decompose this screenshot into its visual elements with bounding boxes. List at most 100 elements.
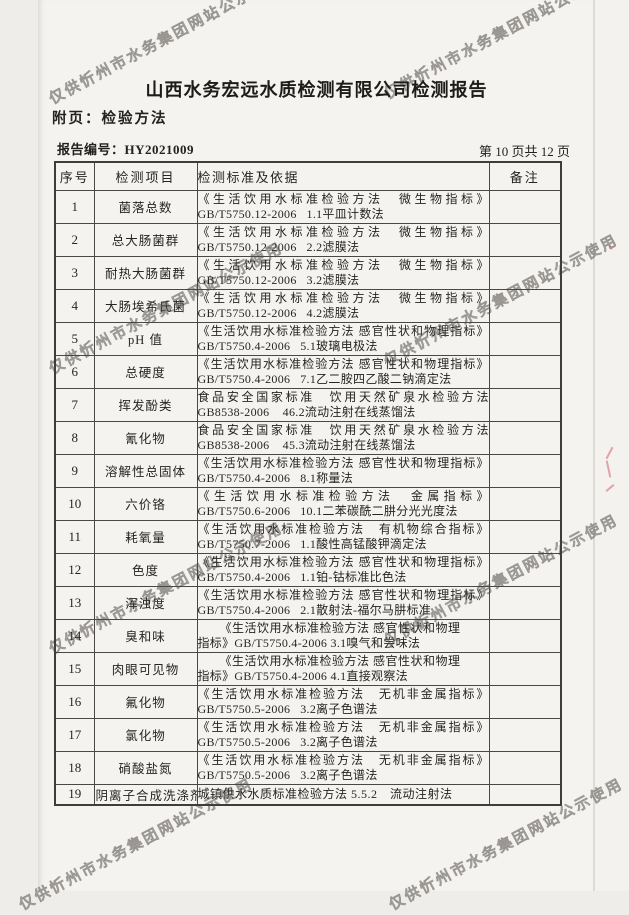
test-item-cell: 阴离子合成洗涤剂 bbox=[93, 783, 198, 806]
standard-cell: 城镇供水水质标准检验方法 5.5.2 流动注射法 bbox=[196, 783, 490, 806]
table-row: 12 色度 《生活饮用水标准检验方法 感官性状和物理指标》 GB/T5750.4-20… bbox=[54, 552, 562, 587]
table-row: 2 总大肠菌群 《生活饮用水标准检验方法 微生物指标》 GB/T5750.12-200… bbox=[54, 222, 562, 257]
row-number-cell: 7 bbox=[54, 387, 95, 422]
test-item-name: 溶解性总固体 bbox=[104, 465, 186, 479]
test-item-name: 菌落总数 bbox=[118, 201, 173, 215]
row-number-cell: 13 bbox=[54, 585, 95, 620]
test-item-cell: 肉眼可见物 bbox=[93, 651, 198, 686]
remark-cell bbox=[488, 651, 562, 686]
standard-line1: 《生活饮用水标准检验方法 感官性状和物理指标》 bbox=[197, 554, 489, 569]
test-item-cell: 耐热大肠菌群 bbox=[93, 255, 198, 290]
table-row: 7 挥发酚类 食品安全国家标准 饮用天然矿泉水检验方法 GB8538-2006 46.… bbox=[54, 387, 562, 422]
standard-line2: 指标》GB/T5750.4-2006 3.1嗅气和尝味法 bbox=[197, 635, 421, 650]
standard-line1: 《生活饮用水标准检验方法 感官性状和物理 bbox=[219, 620, 461, 635]
remark-cell bbox=[488, 288, 562, 323]
standard-line1: 《生活饮用水标准检验方法 感官性状和物理指标》 bbox=[197, 356, 489, 371]
test-item-cell: 色度 bbox=[93, 552, 198, 587]
test-item-name: 阴离子合成洗涤剂 bbox=[95, 788, 197, 803]
remark-cell bbox=[488, 222, 562, 257]
standard-line2: GB/T5750.12-2006 2.2滤膜法 bbox=[197, 239, 360, 254]
test-item-cell: 浑浊度 bbox=[93, 585, 198, 620]
test-item-name: 肉眼可见物 bbox=[111, 663, 180, 677]
test-item-cell: 硝酸盐氮 bbox=[93, 750, 198, 785]
column-header-remark: 备注 bbox=[488, 161, 562, 191]
test-item-name: 色度 bbox=[131, 564, 159, 578]
table-row: 3 耐热大肠菌群 《生活饮用水标准检验方法 微生物指标》 GB/T5750.12-20… bbox=[54, 255, 562, 290]
standard-line2: 指标》GB/T5750.4-2006 4.1直接观察法 bbox=[197, 668, 408, 683]
remark-cell bbox=[488, 255, 562, 290]
remark-cell bbox=[488, 750, 562, 785]
test-item-cell: 溶解性总固体 bbox=[93, 453, 198, 488]
standard-cell: 食品安全国家标准 饮用天然矿泉水检验方法 GB8538-2006 46.2流动注射… bbox=[196, 387, 490, 422]
test-item-cell: 氟化物 bbox=[93, 684, 198, 719]
table-row: 1 菌落总数 《生活饮用水标准检验方法 微生物指标》 GB/T5750.12-2006… bbox=[54, 189, 562, 224]
standard-line1: 《生活饮用水标准检验方法 微生物指标》 bbox=[197, 191, 489, 206]
standard-line1: 《生活饮用水标准检验方法 有机物综合指标》 bbox=[197, 521, 489, 536]
row-number-cell: 10 bbox=[54, 486, 95, 521]
table-row: 17 氯化物 《生活饮用水标准检验方法 无机非金属指标》 GB/T5750.5-200… bbox=[54, 717, 562, 752]
standard-line2: GB8538-2006 46.2流动注射在线蒸馏法 bbox=[197, 404, 416, 419]
scanner-edge-strip bbox=[595, 0, 629, 891]
standard-line2: GB/T5750.4-2006 7.1乙二胺四乙酸二钠滴定法 bbox=[197, 371, 452, 386]
standard-line2: GB/T5750.5-2006 3.2离子色谱法 bbox=[197, 767, 378, 782]
remark-cell bbox=[488, 354, 562, 389]
table-row: 19 阴离子合成洗涤剂 城镇供水水质标准检验方法 5.5.2 流动注射法 bbox=[54, 783, 562, 806]
remark-cell bbox=[488, 519, 562, 554]
remark-cell bbox=[488, 585, 562, 620]
row-number-cell: 8 bbox=[54, 420, 95, 455]
standard-line1: 《生活饮用水标准检验方法 无机非金属指标》 bbox=[197, 752, 489, 767]
standard-line2: GB/T5750.4-2006 1.1铂-钴标准比色法 bbox=[197, 569, 407, 584]
standard-cell: 《生活饮用水标准检验方法 有机物综合指标》 GB/T5750.7-2006 1.1… bbox=[196, 519, 490, 554]
row-number-cell: 11 bbox=[54, 519, 95, 554]
row-number-cell: 15 bbox=[54, 651, 95, 686]
row-number-cell: 18 bbox=[54, 750, 95, 785]
remark-cell bbox=[488, 486, 562, 521]
remark-cell bbox=[488, 684, 562, 719]
test-item-name: pH 值 bbox=[128, 333, 163, 347]
column-header-no: 序号 bbox=[54, 161, 95, 191]
test-item-cell: 菌落总数 bbox=[93, 189, 198, 224]
standard-line2: GB/T5750.5-2006 3.2离子色谱法 bbox=[197, 701, 378, 716]
test-item-name: 挥发酚类 bbox=[118, 399, 173, 413]
table-row: 6 总硬度 《生活饮用水标准检验方法 感官性状和物理指标》 GB/T5750.4-20… bbox=[54, 354, 562, 389]
row-number-cell: 3 bbox=[54, 255, 95, 290]
page-title: 山西水务宏远水质检测有限公司检测报告 bbox=[145, 80, 488, 100]
remark-cell bbox=[488, 618, 562, 653]
test-item-name: 硝酸盐氮 bbox=[118, 762, 173, 776]
standard-cell: 《生活饮用水标准检验方法 微生物指标》 GB/T5750.12-2006 4.2滤… bbox=[196, 288, 490, 323]
standard-line2: GB/T5750.12-2006 1.1平皿计数法 bbox=[197, 206, 384, 221]
standard-line1: 《生活饮用水标准检验方法 感官性状和物理指标》 bbox=[197, 587, 489, 602]
standard-line2: GB/T5750.4-2006 5.1玻璃电极法 bbox=[197, 338, 378, 353]
scanned-report-page: 山西水务宏远水质检测有限公司检测报告 附页：检验方法 报告编号：HY202100… bbox=[15, 0, 629, 915]
table-header-row: 序号 检测项目 检测标准及依据 备注 bbox=[54, 161, 562, 191]
standard-cell: 《生活饮用水标准检验方法 感官性状和物理 指标》GB/T5750.4-2006 4… bbox=[196, 651, 490, 686]
remark-cell bbox=[488, 783, 562, 806]
column-header-standard: 检测标准及依据 bbox=[196, 161, 490, 191]
row-number-cell: 1 bbox=[54, 189, 95, 224]
standard-cell: 《生活饮用水标准检验方法 感官性状和物理 指标》GB/T5750.4-2006 3… bbox=[196, 618, 490, 653]
remark-cell bbox=[488, 552, 562, 587]
report-number: 报告编号：HY2021009 bbox=[57, 142, 195, 157]
table-row: 14 臭和味 《生活饮用水标准检验方法 感官性状和物理 指标》GB/T5750.4-2… bbox=[54, 618, 562, 653]
standard-cell: 《生活饮用水标准检验方法 无机非金属指标》 GB/T5750.5-2006 3.2… bbox=[196, 750, 490, 785]
table-row: 10 六价铬 《生活饮用水标准检验方法 金属指标》 GB/T5750.6-2006 1… bbox=[54, 486, 562, 521]
standard-cell: 《生活饮用水标准检验方法 微生物指标》 GB/T5750.12-2006 3.2滤… bbox=[196, 255, 490, 290]
standard-line2: GB/T5750.12-2006 4.2滤膜法 bbox=[197, 305, 360, 320]
test-item-name: 耗氧量 bbox=[125, 531, 166, 545]
standard-line1: 《生活饮用水标准检验方法 微生物指标》 bbox=[197, 224, 489, 239]
test-item-cell: 氰化物 bbox=[93, 420, 198, 455]
row-number-cell: 19 bbox=[54, 783, 95, 806]
test-item-cell: 耗氧量 bbox=[93, 519, 198, 554]
standard-cell: 《生活饮用水标准检验方法 感官性状和物理指标》 GB/T5750.4-2006 7… bbox=[196, 354, 490, 389]
standard-line1: 《生活饮用水标准检验方法 微生物指标》 bbox=[197, 290, 489, 305]
standard-cell: 《生活饮用水标准检验方法 感官性状和物理指标》 GB/T5750.4-2006 2… bbox=[196, 585, 490, 620]
standard-cell: 《生活饮用水标准检验方法 感官性状和物理指标》 GB/T5750.4-2006 1… bbox=[196, 552, 490, 587]
standard-line2: GB/T5750.4-2006 2.1散射法-福尔马肼标准 bbox=[197, 602, 432, 617]
standard-cell: 《生活饮用水标准检验方法 微生物指标》 GB/T5750.12-2006 1.1平… bbox=[196, 189, 490, 224]
standard-cell: 食品安全国家标准 饮用天然矿泉水检验方法 GB8538-2006 45.3流动注射… bbox=[196, 420, 490, 455]
test-item-name: 大肠埃希氏菌 bbox=[104, 300, 186, 314]
test-item-name: 浑浊度 bbox=[125, 597, 166, 611]
standard-line1: 《生活饮用水标准检验方法 感官性状和物理指标》 bbox=[197, 323, 489, 338]
standard-cell: 《生活饮用水标准检验方法 金属指标》 GB/T5750.6-2006 10.1二苯… bbox=[196, 486, 490, 521]
test-item-cell: 总大肠菌群 bbox=[93, 222, 198, 257]
